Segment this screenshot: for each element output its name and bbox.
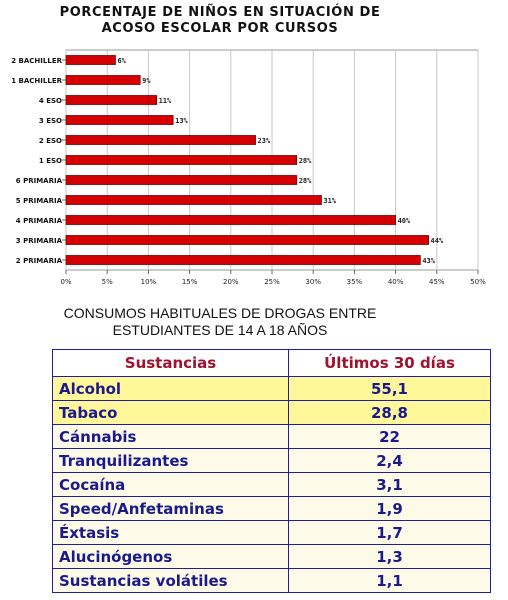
value-label: 9% <box>142 77 151 85</box>
category-label: 2 BACHILLER <box>11 57 62 65</box>
bar <box>65 235 429 245</box>
bar <box>65 55 116 65</box>
bar <box>65 95 158 105</box>
substance-name: Tabaco <box>52 400 289 425</box>
table-row: Tabaco 28,8 <box>52 400 491 425</box>
category-label: 2 PRIMARIA <box>16 257 63 265</box>
table-row: Alcohol 55,1 <box>52 376 491 401</box>
value-label: 23% <box>258 137 271 145</box>
bar <box>65 135 256 145</box>
value-label: 31% <box>323 197 336 205</box>
value-label: 44% <box>431 237 444 245</box>
table-title: CONSUMOS HABITUALES DE DROGAS ENTRE ESTU… <box>63 305 377 338</box>
table-row: Alucinógenos 1,3 <box>52 544 491 569</box>
bar <box>65 175 298 185</box>
table-row: Cocaína 3,1 <box>52 472 491 497</box>
table-header-row: Sustancias Últimos 30 días <box>52 349 491 377</box>
table-row: Tranquilizantes 2,4 <box>52 448 491 473</box>
table-row: Speed/Anfetaminas 1,9 <box>52 496 491 521</box>
category-label: 6 PRIMARIA <box>16 177 63 185</box>
bar <box>65 215 397 225</box>
x-tick-label: 45% <box>429 278 445 286</box>
bar <box>65 155 298 165</box>
category-label: 4 ESO <box>39 97 62 105</box>
category-label: 3 ESO <box>39 117 62 125</box>
bar <box>65 115 174 125</box>
substance-value: 2,4 <box>288 448 491 473</box>
substance-name: Éxtasis <box>52 520 289 545</box>
table-row: Cánnabis 22 <box>52 424 491 449</box>
substance-value: 1,9 <box>288 496 491 521</box>
x-tick-label: 20% <box>223 278 239 286</box>
substance-name: Alucinógenos <box>52 544 289 569</box>
value-label: 28% <box>299 157 312 165</box>
value-label: 43% <box>422 257 435 265</box>
x-tick-label: 40% <box>388 278 404 286</box>
x-tick-label: 10% <box>141 278 157 286</box>
substance-value: 3,1 <box>288 472 491 497</box>
x-tick-label: 50% <box>470 278 486 286</box>
category-label: 1 ESO <box>39 157 62 165</box>
header-sustancias: Sustancias <box>52 349 289 377</box>
drug-consumption-table: Sustancias Últimos 30 días Alcohol 55,1 Ta… <box>52 349 491 593</box>
category-label: 3 PRIMARIA <box>16 237 63 245</box>
substance-name: Cocaína <box>52 472 289 497</box>
table-row: Éxtasis 1,7 <box>52 520 491 545</box>
substance-value: 1,7 <box>288 520 491 545</box>
bar-chart: 0% 5% 10% 15% 20% 25% 30% 35% 40% 45% 50% 2 BACHILL… <box>11 49 486 286</box>
bar <box>65 75 141 85</box>
substance-name: Tranquilizantes <box>52 448 289 473</box>
x-tick-label: 5% <box>102 278 113 286</box>
category-label: 2 ESO <box>39 137 62 145</box>
x-tick-label: 35% <box>347 278 363 286</box>
value-label: 11% <box>159 97 172 105</box>
category-label: 4 PRIMARIA <box>16 217 63 225</box>
substance-value: 1,1 <box>288 568 491 593</box>
substance-value: 28,8 <box>288 400 491 425</box>
category-label: 1 BACHILLER <box>11 77 62 85</box>
substance-value: 1,3 <box>288 544 491 569</box>
substance-value: 55,1 <box>288 376 491 401</box>
value-label: 13% <box>175 117 188 125</box>
substance-name: Alcohol <box>52 376 289 401</box>
header-ultimos-30-dias: Últimos 30 días <box>288 349 491 377</box>
bar <box>65 195 322 205</box>
value-label: 40% <box>398 217 411 225</box>
value-label: 6% <box>117 57 126 65</box>
category-label: 5 PRIMARIA <box>16 197 63 205</box>
table-body: Alcohol 55,1 Tabaco 28,8 Cánnabis 22 Tranquili… <box>52 376 491 593</box>
substance-name: Sustancias volátiles <box>52 568 289 593</box>
bar <box>65 255 421 265</box>
substance-name: Cánnabis <box>52 424 289 449</box>
x-tick-label: 15% <box>182 278 198 286</box>
table-row: Sustancias volátiles 1,1 <box>52 568 491 593</box>
x-tick-label: 25% <box>264 278 280 286</box>
substance-value: 22 <box>288 424 491 449</box>
x-tick-label: 30% <box>305 278 321 286</box>
value-label: 28% <box>299 177 312 185</box>
x-tick-label: 0% <box>60 278 71 286</box>
chart-title: PORCENTAJE DE NIÑOS EN SITUACIÓN DE ACOS… <box>59 5 381 36</box>
substance-name: Speed/Anfetaminas <box>52 496 289 521</box>
